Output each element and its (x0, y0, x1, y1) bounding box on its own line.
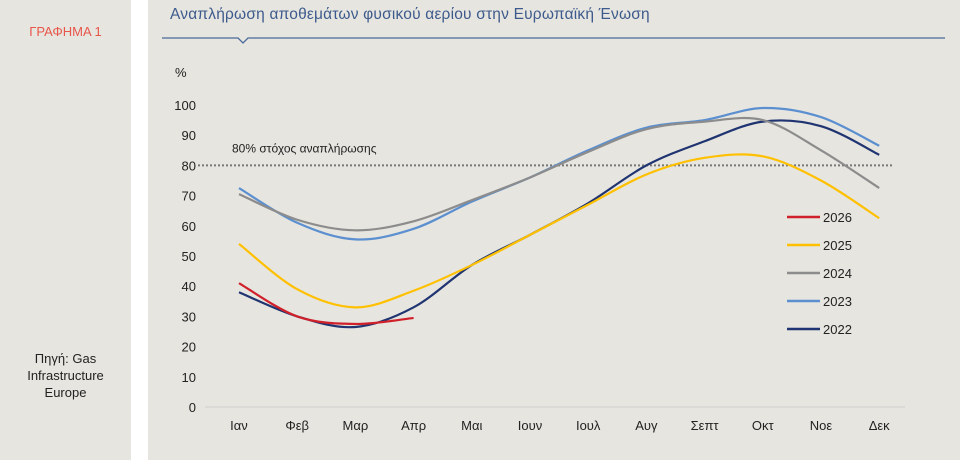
x-tick-label: Αυγ (635, 418, 658, 433)
legend-label-2023: 2023 (823, 294, 852, 309)
y-tick-label: 20 (182, 340, 196, 355)
y-tick-label: 100 (174, 98, 196, 113)
y-tick-label: 90 (182, 128, 196, 143)
x-tick-label: Μαι (461, 418, 482, 433)
y-axis-label: % (175, 65, 187, 80)
x-tick-label: Ιουλ (576, 418, 601, 433)
y-tick-label: 30 (182, 309, 196, 324)
y-tick-label: 0 (189, 400, 196, 415)
legend-label-2022: 2022 (823, 322, 852, 337)
y-tick-label: 10 (182, 370, 196, 385)
x-tick-label: Νοε (810, 418, 833, 433)
chart-title: Αναπλήρωση αποθεμάτων φυσικού αερίου στη… (170, 6, 650, 23)
x-tick-label: Οκτ (752, 418, 775, 433)
y-tick-label: 50 (182, 249, 196, 264)
y-tick-label: 40 (182, 279, 196, 294)
title-underline (162, 37, 945, 44)
source-note: Πηγή: Gas Infrastructure Europe (27, 351, 104, 400)
y-tick-label: 60 (182, 219, 196, 234)
legend-label-2024: 2024 (823, 266, 852, 281)
x-tick-label: Σεπτ (691, 418, 720, 433)
y-tick-label: 80 (182, 158, 196, 173)
x-tick-label: Ιουν (518, 418, 542, 433)
figure-label: ΓΡΑΦΗΜΑ 1 (29, 24, 102, 39)
x-tick-label: Μαρ (343, 418, 369, 433)
series-line-2026 (238, 282, 414, 326)
legend-label-2025: 2025 (823, 238, 852, 253)
x-tick-label: Ιαν (230, 418, 248, 433)
y-tick-label: 70 (182, 189, 196, 204)
legend-label-2026: 2026 (823, 210, 852, 225)
chart-panel (148, 0, 960, 460)
target-reference-label: 80% στόχος αναπλήρωσης (232, 141, 377, 155)
series-line-2024 (238, 116, 880, 232)
left-panel: ΓΡΑΦΗΜΑ 1 Πηγή: Gas Infrastructure Europ… (0, 0, 131, 460)
series-line-2025 (238, 153, 880, 309)
x-tick-label: Απρ (401, 418, 426, 433)
x-tick-label: Φεβ (285, 418, 309, 433)
x-tick-label: Δεκ (869, 418, 890, 433)
